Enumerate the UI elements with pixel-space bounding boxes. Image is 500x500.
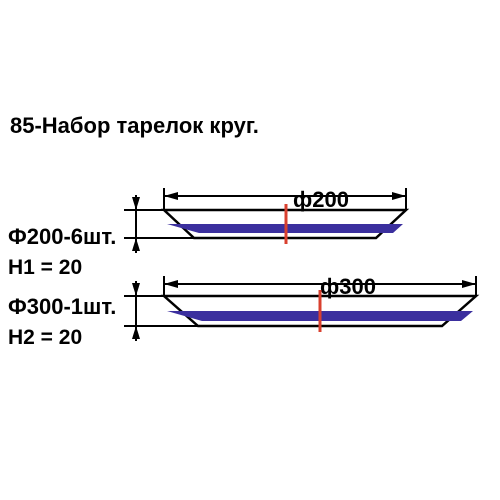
h2-arrow-top bbox=[132, 283, 140, 296]
dim-arrow-2-right bbox=[462, 280, 476, 288]
dim-arrow-1-left bbox=[164, 192, 178, 200]
h1-arrow-top bbox=[132, 197, 140, 210]
dim-arrow-1-right bbox=[392, 192, 406, 200]
dim-arrow-2-left bbox=[164, 280, 178, 288]
h2-arrow-bot bbox=[132, 326, 140, 339]
h1-arrow-bot bbox=[132, 238, 140, 251]
diagram-svg bbox=[0, 0, 500, 500]
